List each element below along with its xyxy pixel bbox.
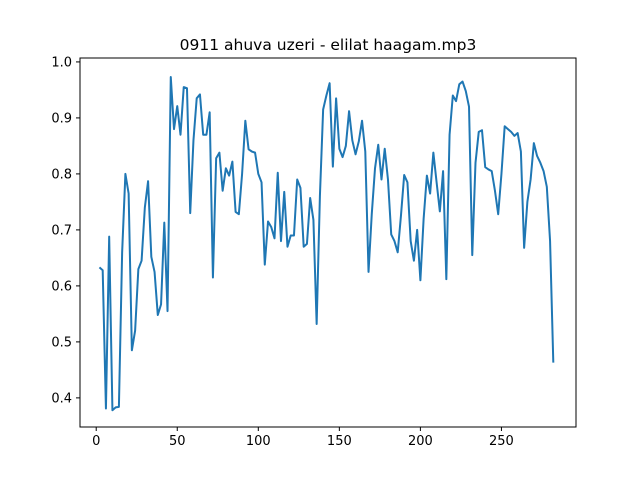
plot-area (80, 58, 576, 427)
x-tick-label: 200 (408, 434, 433, 449)
axes-frame (79, 57, 577, 428)
chart-title: 0911 ahuva uzeri - elilat haagam.mp3 (180, 36, 477, 54)
axes: 0 50 100 150 200 250 0.4 0.5 0.6 0.7 0.8 0.9 1.0 (51, 55, 577, 449)
y-tick-label: 0.6 (51, 279, 72, 294)
y-tick-label: 0.7 (51, 223, 72, 238)
x-tick-label: 50 (169, 434, 186, 449)
x-tick-label: 150 (327, 434, 352, 449)
y-tick-label: 0.8 (51, 167, 72, 182)
x-tick-label: 250 (489, 434, 514, 449)
x-tick-label: 0 (92, 434, 100, 449)
x-tick-label: 100 (246, 434, 271, 449)
y-tick-label: 0.5 (51, 335, 72, 350)
plot-background (80, 58, 576, 427)
y-tick-label: 1.0 (51, 55, 72, 70)
series-line (98, 76, 555, 412)
y-tick-label: 0.9 (51, 111, 72, 126)
y-tick-label: 0.4 (51, 391, 72, 406)
